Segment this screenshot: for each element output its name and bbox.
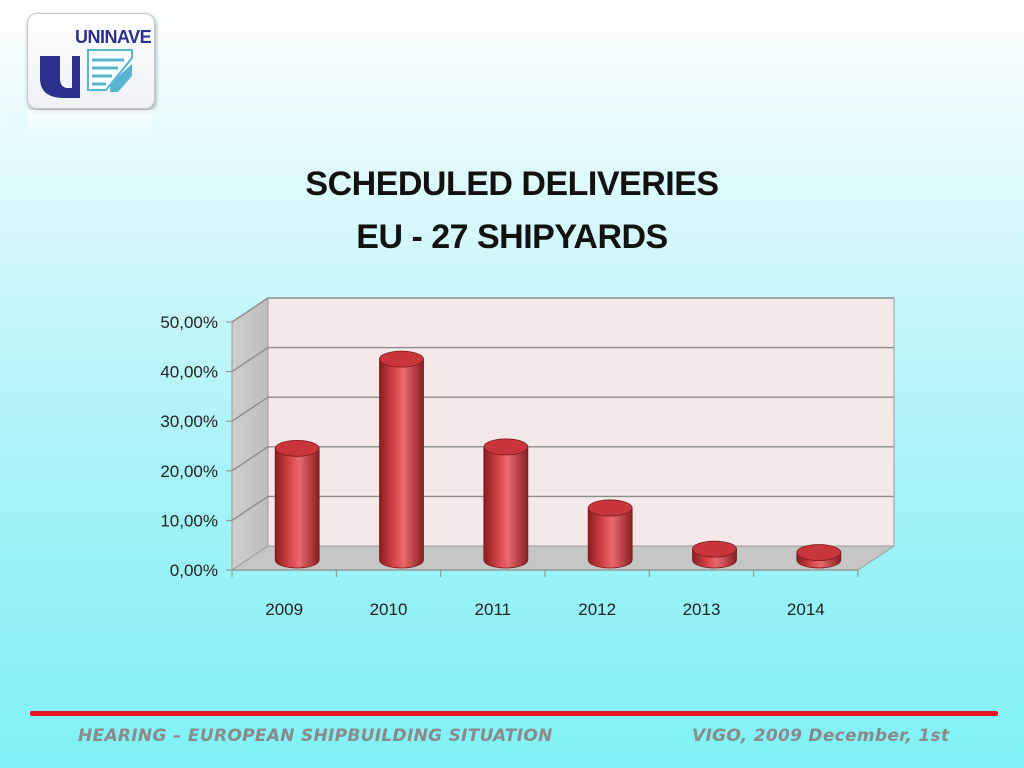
- bar-top: [274, 439, 320, 457]
- bar-chart: 0,00% 10,00% 20,00% 30,00% 40,00% 50,00% 2009…: [160, 297, 896, 619]
- bar-2011: [483, 438, 529, 569]
- x-tick-label: 2009: [265, 600, 303, 619]
- logo-emblem-icon: [40, 49, 133, 98]
- bar-top: [692, 540, 737, 558]
- bar-2010: [379, 350, 424, 569]
- gridline: [231, 446, 894, 472]
- bar-2013: [692, 540, 737, 569]
- x-tick-label: 2010: [370, 600, 408, 619]
- gridline: [231, 396, 894, 422]
- bar-2014: [796, 544, 842, 569]
- footer-date: VIGO, 2009 December, 1st: [692, 726, 950, 746]
- chart-side-wall: [231, 297, 269, 571]
- bar-body: [483, 446, 529, 569]
- logo-text: UNINAVE: [75, 27, 152, 47]
- bar-body: [379, 358, 424, 569]
- bar-top: [379, 350, 424, 368]
- y-tick-label: 10,00%: [160, 511, 218, 530]
- y-tick-label: 50,00%: [160, 313, 218, 332]
- x-tick-label: 2011: [475, 600, 512, 619]
- logo-reflection: [27, 110, 153, 134]
- gridline: [231, 297, 894, 323]
- bar-2012: [587, 499, 633, 569]
- x-tick-label: 2014: [787, 600, 825, 619]
- bar-top: [796, 544, 842, 561]
- bar-top: [587, 499, 633, 517]
- y-tick-label: 40,00%: [160, 363, 218, 382]
- bar-body: [587, 507, 633, 569]
- gridline: [231, 346, 894, 373]
- y-tick-label: 20,00%: [160, 462, 218, 481]
- x-tick-label: 2013: [683, 600, 721, 619]
- uninave-logo: UNINAVE: [27, 13, 155, 109]
- chart-back-wall: [267, 297, 895, 547]
- bar-2009: [274, 439, 320, 569]
- bar-top: [483, 438, 529, 456]
- footer-title: HEARING – EUROPEAN SHIPBUILDING SITUATIO…: [78, 726, 553, 746]
- y-tick-label: 0,00%: [170, 561, 218, 580]
- bar-body: [274, 448, 320, 569]
- x-tick-label: 2012: [578, 600, 616, 619]
- chart-floor: [230, 545, 896, 571]
- y-tick-label: 30,00%: [160, 412, 218, 431]
- chart-title-line2: EU - 27 SHIPYARDS: [356, 218, 668, 256]
- chart-title-line1: SCHEDULED DELIVERIES: [305, 165, 719, 203]
- footer-divider: [30, 711, 998, 716]
- gridline: [231, 495, 894, 521]
